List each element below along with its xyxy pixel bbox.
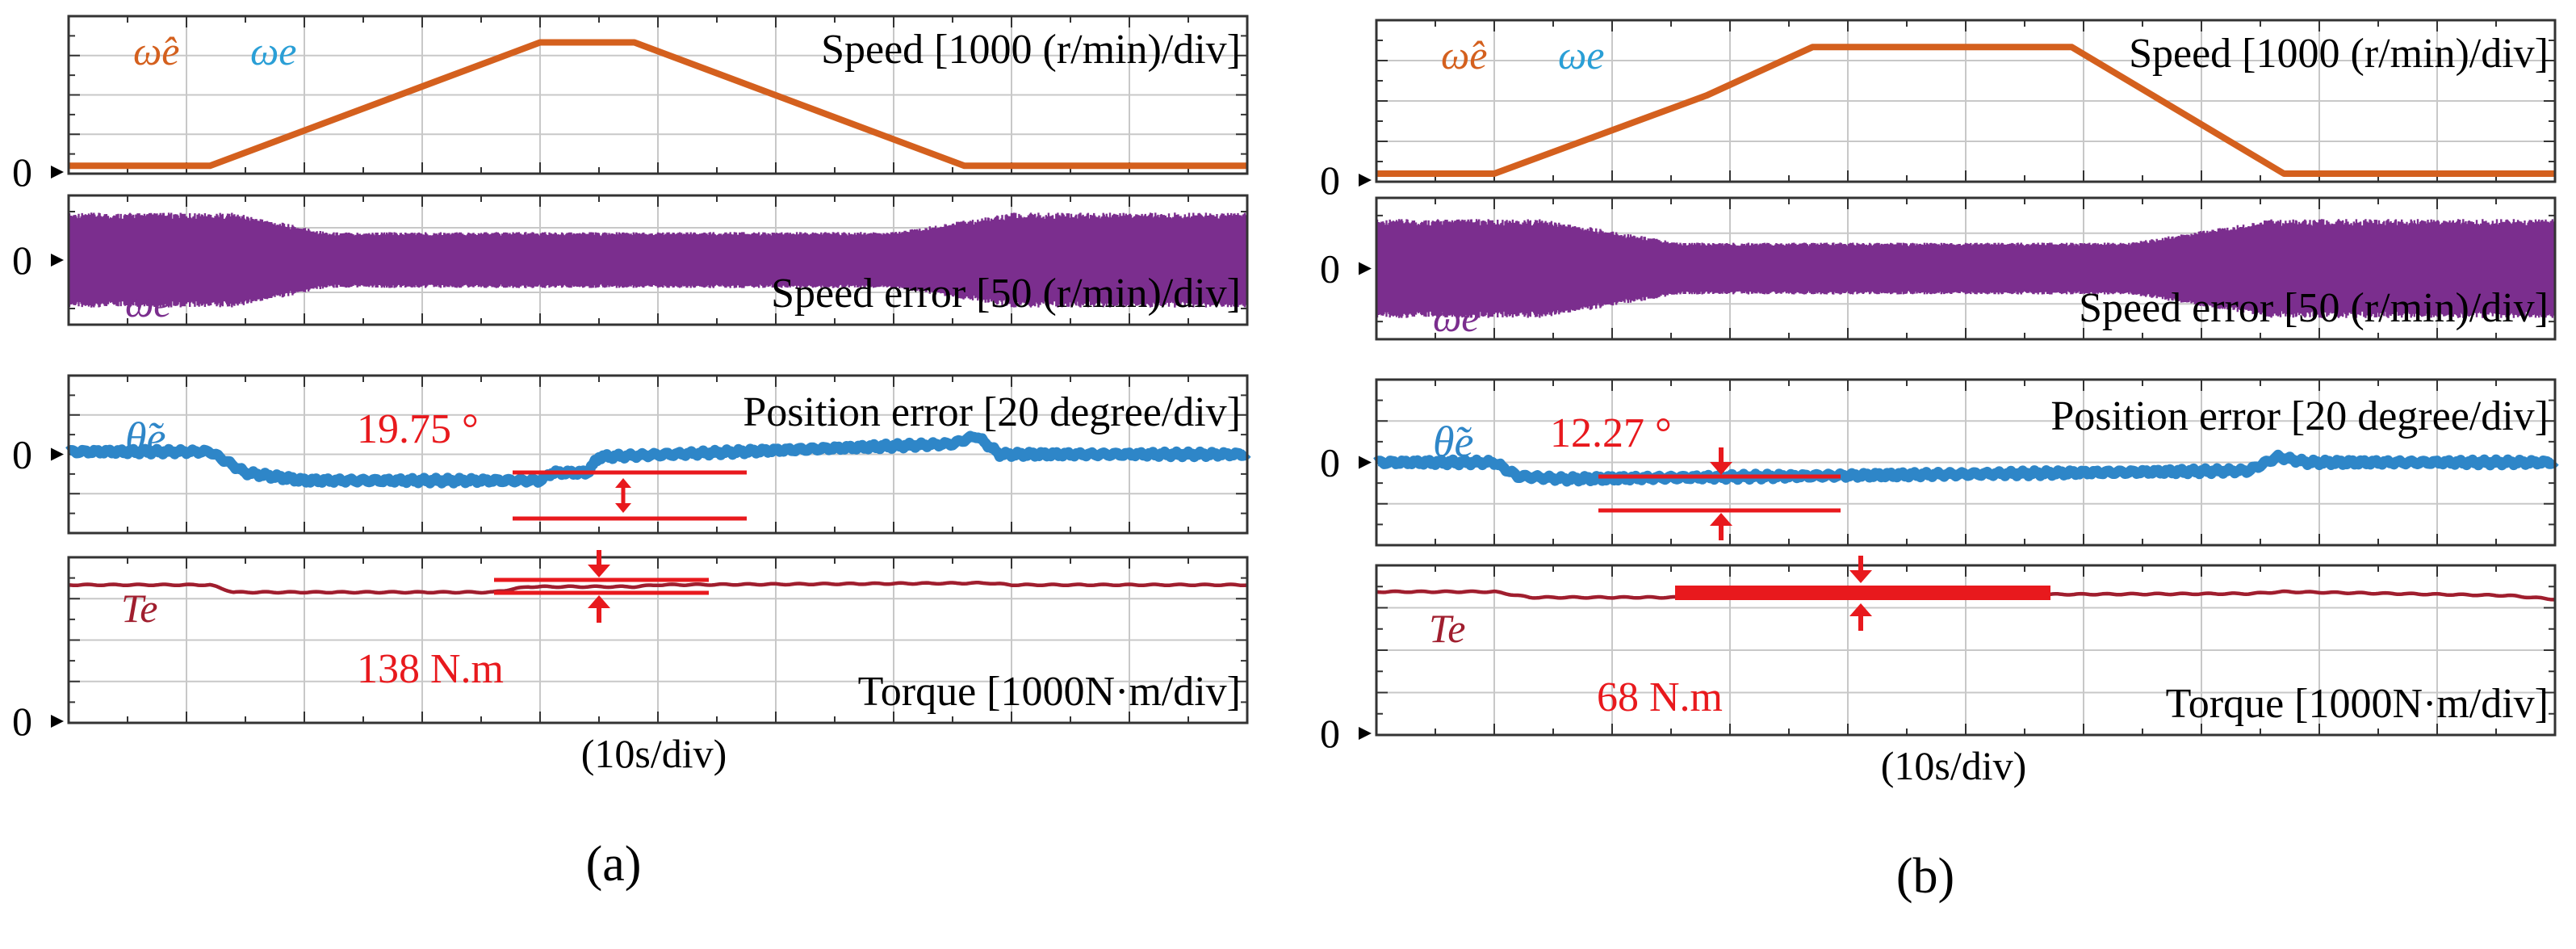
- annotation-torque-value: 68 N.m: [1597, 674, 1723, 720]
- subplot-title: Speed error [50 (r/min)/div]: [2079, 285, 2549, 331]
- plot-frame: [67, 556, 1249, 724]
- zero-marker-icon: [51, 715, 64, 728]
- legend-torque: Te: [1429, 606, 1465, 651]
- zero-label: 0: [1320, 246, 1340, 292]
- plot-frame: [67, 194, 1249, 326]
- panel-caption: (b): [1896, 849, 1954, 904]
- legend-speed-error: ωe: [125, 280, 172, 325]
- zero-label: 0: [12, 699, 32, 744]
- legend-position-error: θ̃e: [1433, 418, 1474, 466]
- panel-caption: (a): [586, 837, 642, 892]
- annotation-torque-value: 138 N.m: [357, 646, 504, 692]
- annotation-position-error-value: 19.75 °: [357, 406, 479, 452]
- subplot-title: Torque [1000N·m/div]: [858, 669, 1241, 715]
- x-axis-label: (10s/div): [1881, 743, 2027, 788]
- zero-label: 0: [12, 237, 32, 283]
- plot-frame: [67, 374, 1249, 535]
- annotation-torque-arrow-bottom-icon: [588, 595, 610, 608]
- position-error-trace: [65, 430, 1251, 489]
- plot-frame: [1375, 378, 2557, 547]
- plot-frame: [67, 15, 1249, 175]
- speed-trace: [1376, 44, 2555, 177]
- speed-trace: [69, 39, 1247, 170]
- legend-speed-error: ωe: [1433, 295, 1480, 340]
- annotation-arrow-down-icon: [615, 503, 631, 513]
- subplot-title: Speed [1000 (r/min)/div]: [821, 27, 1241, 73]
- plot-frame: [1375, 564, 2557, 737]
- subplot-title: Torque [1000N·m/div]: [2166, 681, 2549, 727]
- position-error-trace: [1372, 449, 2559, 487]
- zero-marker-icon: [1359, 174, 1372, 187]
- zero-marker-icon: [1359, 456, 1372, 469]
- zero-marker-icon: [1359, 262, 1372, 275]
- legend-speed-actual: ωe: [250, 28, 297, 73]
- legend-torque: Te: [121, 586, 157, 631]
- zero-label: 0: [12, 432, 32, 477]
- torque-trace: [68, 581, 1248, 595]
- zero-marker-icon: [51, 166, 64, 178]
- zero-label: 0: [1320, 440, 1340, 485]
- zero-label: 0: [12, 149, 32, 195]
- legend-speed-actual: ωe: [1558, 32, 1605, 78]
- legend-speed-estimated: ω̂e: [1441, 32, 1488, 78]
- subplot-title: Position error [20 degree/div]: [743, 389, 1241, 435]
- annotation-arrow-up-icon: [615, 478, 631, 488]
- plot-frame: [1375, 196, 2557, 341]
- x-axis-label: (10s/div): [581, 731, 727, 776]
- subplot-title: Speed error [50 (r/min)/div]: [771, 271, 1241, 317]
- annotation-position-error-value: 12.27 °: [1550, 410, 1672, 456]
- zero-marker-icon: [51, 254, 64, 267]
- annotation-torque-arrow-top-icon: [588, 565, 610, 577]
- plot-frame: [1375, 19, 2557, 183]
- annotation-pos-arrow-top-icon: [1710, 462, 1732, 475]
- annotation-torque-arrow-bottom-icon: [1849, 603, 1872, 616]
- annotation-torque-band: [1675, 586, 2050, 600]
- zero-marker-icon: [1359, 727, 1372, 740]
- legend-position-error: θ̃e: [125, 414, 166, 462]
- zero-marker-icon: [51, 447, 64, 461]
- annotation-pos-arrow-bottom-icon: [1710, 513, 1732, 526]
- subplot-title: Speed [1000 (r/min)/div]: [2129, 31, 2549, 77]
- annotation-torque-arrow-top-icon: [1849, 570, 1872, 583]
- legend-speed-estimated: ω̂e: [133, 28, 180, 73]
- subplot-title: Position error [20 degree/div]: [2050, 393, 2549, 439]
- zero-label: 0: [1320, 711, 1340, 756]
- zero-label: 0: [1320, 157, 1340, 203]
